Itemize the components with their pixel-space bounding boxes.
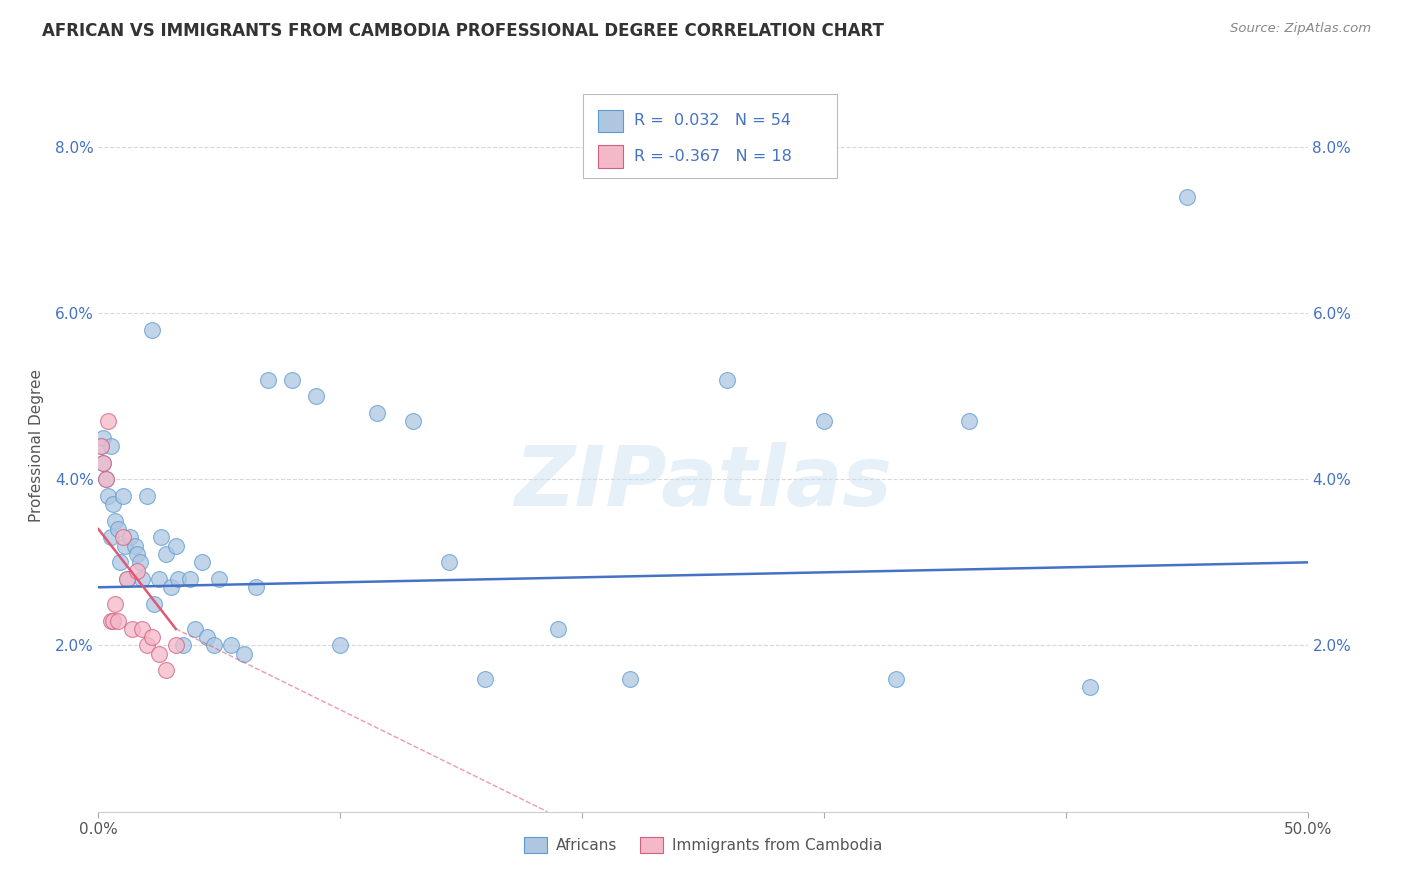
Point bbox=[886, 672, 908, 686]
Point bbox=[281, 372, 304, 386]
Point bbox=[117, 572, 139, 586]
Point bbox=[208, 572, 231, 586]
Y-axis label: Professional Degree: Professional Degree bbox=[28, 369, 44, 523]
Point bbox=[108, 555, 131, 569]
Point bbox=[124, 539, 146, 553]
Point bbox=[90, 439, 112, 453]
Text: Source: ZipAtlas.com: Source: ZipAtlas.com bbox=[1230, 22, 1371, 36]
Point bbox=[221, 639, 243, 653]
Point bbox=[118, 530, 141, 544]
Point bbox=[329, 639, 352, 653]
Point bbox=[256, 372, 278, 386]
Text: ZIPatlas: ZIPatlas bbox=[515, 442, 891, 523]
Point bbox=[437, 555, 460, 569]
Point bbox=[97, 414, 120, 428]
Point bbox=[101, 614, 124, 628]
Point bbox=[165, 539, 187, 553]
Point bbox=[1175, 189, 1198, 203]
Point bbox=[94, 472, 117, 486]
Point bbox=[195, 630, 218, 644]
Point bbox=[245, 580, 267, 594]
Point bbox=[155, 664, 177, 678]
Point bbox=[114, 539, 136, 553]
Point bbox=[91, 456, 114, 470]
Text: R =  0.032   N = 54: R = 0.032 N = 54 bbox=[634, 113, 792, 128]
Point bbox=[101, 497, 124, 511]
Point bbox=[305, 389, 328, 403]
Point bbox=[957, 414, 980, 428]
Point bbox=[619, 672, 641, 686]
Point bbox=[148, 572, 170, 586]
Point bbox=[148, 647, 170, 661]
Point bbox=[150, 530, 173, 544]
Point bbox=[716, 372, 738, 386]
Point bbox=[184, 622, 207, 636]
Point bbox=[547, 622, 569, 636]
Point bbox=[191, 555, 214, 569]
Point bbox=[94, 472, 117, 486]
Point bbox=[100, 439, 122, 453]
Point bbox=[1078, 680, 1101, 694]
Point bbox=[91, 431, 114, 445]
Point bbox=[141, 630, 163, 644]
Point bbox=[90, 439, 112, 453]
Point bbox=[104, 597, 127, 611]
Point bbox=[127, 564, 149, 578]
Point bbox=[143, 597, 166, 611]
Point bbox=[111, 489, 134, 503]
Point bbox=[121, 622, 143, 636]
Point bbox=[107, 522, 129, 536]
Point bbox=[100, 530, 122, 544]
Text: AFRICAN VS IMMIGRANTS FROM CAMBODIA PROFESSIONAL DEGREE CORRELATION CHART: AFRICAN VS IMMIGRANTS FROM CAMBODIA PROF… bbox=[42, 22, 884, 40]
Point bbox=[91, 456, 114, 470]
Point bbox=[117, 572, 139, 586]
Point bbox=[127, 547, 149, 561]
Point bbox=[141, 323, 163, 337]
Point bbox=[135, 489, 157, 503]
Point bbox=[366, 406, 388, 420]
Point bbox=[160, 580, 183, 594]
Point bbox=[155, 547, 177, 561]
Point bbox=[135, 639, 157, 653]
Point bbox=[179, 572, 201, 586]
Point bbox=[172, 639, 194, 653]
Point bbox=[474, 672, 496, 686]
Point bbox=[104, 514, 127, 528]
Point bbox=[167, 572, 190, 586]
Point bbox=[165, 639, 187, 653]
Point bbox=[111, 530, 134, 544]
Point bbox=[131, 622, 153, 636]
Point bbox=[232, 647, 254, 661]
Point bbox=[97, 489, 120, 503]
Text: R = -0.367   N = 18: R = -0.367 N = 18 bbox=[634, 149, 792, 163]
Point bbox=[100, 614, 122, 628]
Point bbox=[204, 639, 226, 653]
Point bbox=[128, 555, 150, 569]
Point bbox=[131, 572, 153, 586]
Legend: Africans, Immigrants from Cambodia: Africans, Immigrants from Cambodia bbox=[517, 830, 889, 859]
Point bbox=[107, 614, 129, 628]
Point bbox=[402, 414, 425, 428]
Point bbox=[813, 414, 835, 428]
